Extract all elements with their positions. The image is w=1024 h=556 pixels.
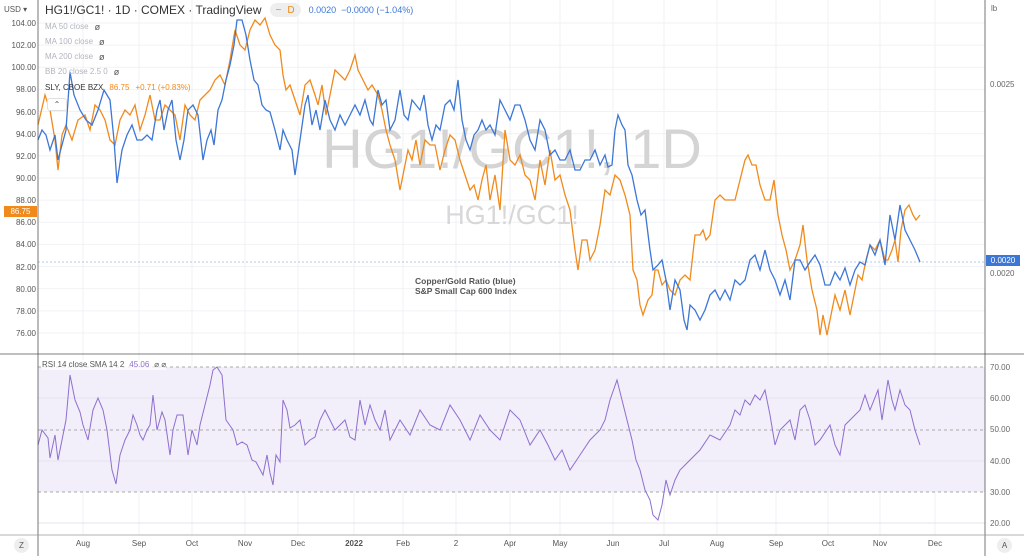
- time-axis-label: Aug: [75, 539, 91, 548]
- rsi-axis-label: 40.00: [990, 456, 1011, 466]
- legend-label: BB 20 close 2.5 0: [45, 67, 108, 76]
- compare-change: +0.71 (+0.83%): [135, 83, 191, 92]
- legend-bb[interactable]: BB 20 close 2.5 0 ø: [45, 67, 119, 77]
- interval-badge[interactable]: − D: [269, 3, 301, 17]
- collapse-legend-button[interactable]: ⌃: [47, 98, 67, 111]
- left-axis-label: 100.00: [11, 63, 36, 73]
- time-axis-label: 2: [453, 539, 459, 548]
- time-axis-label: Aug: [709, 539, 725, 548]
- rsi-value: 45.06: [129, 360, 150, 369]
- eye-hidden-icon[interactable]: ø: [99, 52, 105, 62]
- left-axis-label: 90.00: [15, 173, 36, 183]
- left-axis-label: 102.00: [11, 41, 36, 51]
- zoom-button[interactable]: Z: [14, 538, 29, 553]
- rsi-axis-label: 60.00: [990, 394, 1011, 404]
- legend-ma200[interactable]: MA 200 close ø: [45, 52, 105, 62]
- ratio-line: [37, 19, 921, 331]
- eye-hidden-icon[interactable]: ø: [99, 37, 105, 47]
- left-axis-label: 80.00: [15, 284, 36, 294]
- legend-label: MA 200 close: [45, 52, 94, 61]
- rsi-legend[interactable]: RSI 14 close SMA 14 2 45.06 ⌀ ⌀: [42, 360, 167, 370]
- watermark-big: HG1!/GC1!, 1D: [322, 117, 702, 180]
- left-axis-label: 94.00: [15, 129, 36, 139]
- currency-menu[interactable]: USD ▾: [4, 5, 28, 14]
- legend-label: MA 100 close: [45, 37, 94, 46]
- symbol-price: 0.0020 −0.0000 (−1.04%): [309, 5, 414, 16]
- right-axis-label: 0.0025: [990, 80, 1015, 89]
- compare-label: SLY, CBOE BZX: [45, 83, 104, 92]
- time-axis-label: Dec: [290, 539, 306, 548]
- unit-label: lb: [991, 4, 998, 13]
- time-axis-label: Nov: [237, 539, 253, 548]
- left-axis-label: 84.00: [15, 240, 36, 250]
- left-axis-label: 96.00: [15, 107, 36, 117]
- left-axis-label: 78.00: [15, 306, 36, 316]
- left-axis-label: 82.00: [15, 262, 36, 272]
- watermark-small: HG1!/GC1!: [445, 200, 579, 230]
- left-price-tag: 86.75: [4, 206, 37, 217]
- rsi-axis-label: 30.00: [990, 487, 1011, 497]
- interval-label: D: [287, 4, 295, 16]
- rsi-axis-label: 70.00: [990, 363, 1011, 372]
- time-axis-label: Oct: [185, 539, 199, 548]
- time-axis-label: Sep: [131, 539, 147, 548]
- compare-value: 86.75: [109, 83, 130, 92]
- left-axis-label: 76.00: [15, 328, 36, 338]
- auto-scale-button[interactable]: A: [997, 538, 1012, 553]
- rsi-levels: [38, 366, 985, 524]
- price-value: 0.0020: [308, 4, 337, 15]
- time-axis-label: Jun: [606, 539, 620, 548]
- eye-hidden-icon[interactable]: ø: [94, 22, 101, 32]
- legend-label: MA 50 close: [45, 22, 89, 31]
- left-axis-label: 92.00: [15, 151, 36, 161]
- chevron-up-icon: ⌃: [53, 100, 61, 109]
- rsi-line: [37, 366, 921, 521]
- time-axis-label: 2022: [345, 539, 363, 548]
- time-axis-label: Dec: [927, 539, 943, 548]
- header-row: HG1!/GC1! · 1D · COMEX · TradingView − D …: [45, 3, 413, 17]
- time-axis-label: Nov: [872, 539, 888, 548]
- price-change: −0.0000 (−1.04%): [341, 4, 414, 15]
- left-axis-label: 104.00: [11, 19, 36, 28]
- time-axis-label: May: [552, 539, 568, 548]
- legend-ma100[interactable]: MA 100 close ø: [45, 37, 105, 47]
- left-axis-label: 86.00: [15, 218, 36, 228]
- annotation-line1: Copper/Gold Ratio (blue): [415, 276, 516, 286]
- annotation-line2: S&P Small Cap 600 Index: [415, 286, 517, 296]
- currency-label: USD: [4, 5, 21, 14]
- symbol-title[interactable]: HG1!/GC1! · 1D · COMEX · TradingView: [45, 3, 262, 17]
- right-price-tag: 0.0020: [986, 255, 1020, 266]
- left-axis-label: 98.00: [15, 85, 36, 95]
- collapse-minus-icon: −: [275, 4, 282, 16]
- time-axis-label: Apr: [503, 539, 517, 548]
- rsi-label: RSI 14 close SMA 14 2: [42, 360, 125, 369]
- rsi-axis-label: 20.00: [990, 519, 1011, 528]
- annotation[interactable]: Copper/Gold Ratio (blue) S&P Small Cap 60…: [415, 276, 517, 296]
- legend-sly[interactable]: SLY, CBOE BZX 86.75 +0.71 (+0.83%): [45, 83, 191, 93]
- time-axis-label: Oct: [821, 539, 835, 548]
- right-axis-label: 0.0020: [990, 269, 1015, 278]
- legend-ma50[interactable]: MA 50 close ø: [45, 22, 100, 32]
- time-axis-label: Jul: [658, 539, 670, 548]
- time-axis-label: Feb: [396, 539, 410, 548]
- sly-line: [37, 16, 921, 336]
- eye-hidden-icon[interactable]: ø: [113, 67, 120, 77]
- rsi-settings-icon[interactable]: ⌀ ⌀: [154, 360, 167, 369]
- time-axis-label: Sep: [768, 539, 784, 548]
- rsi-axis-label: 50.00: [990, 425, 1011, 435]
- left-axis-label: 88.00: [15, 196, 36, 206]
